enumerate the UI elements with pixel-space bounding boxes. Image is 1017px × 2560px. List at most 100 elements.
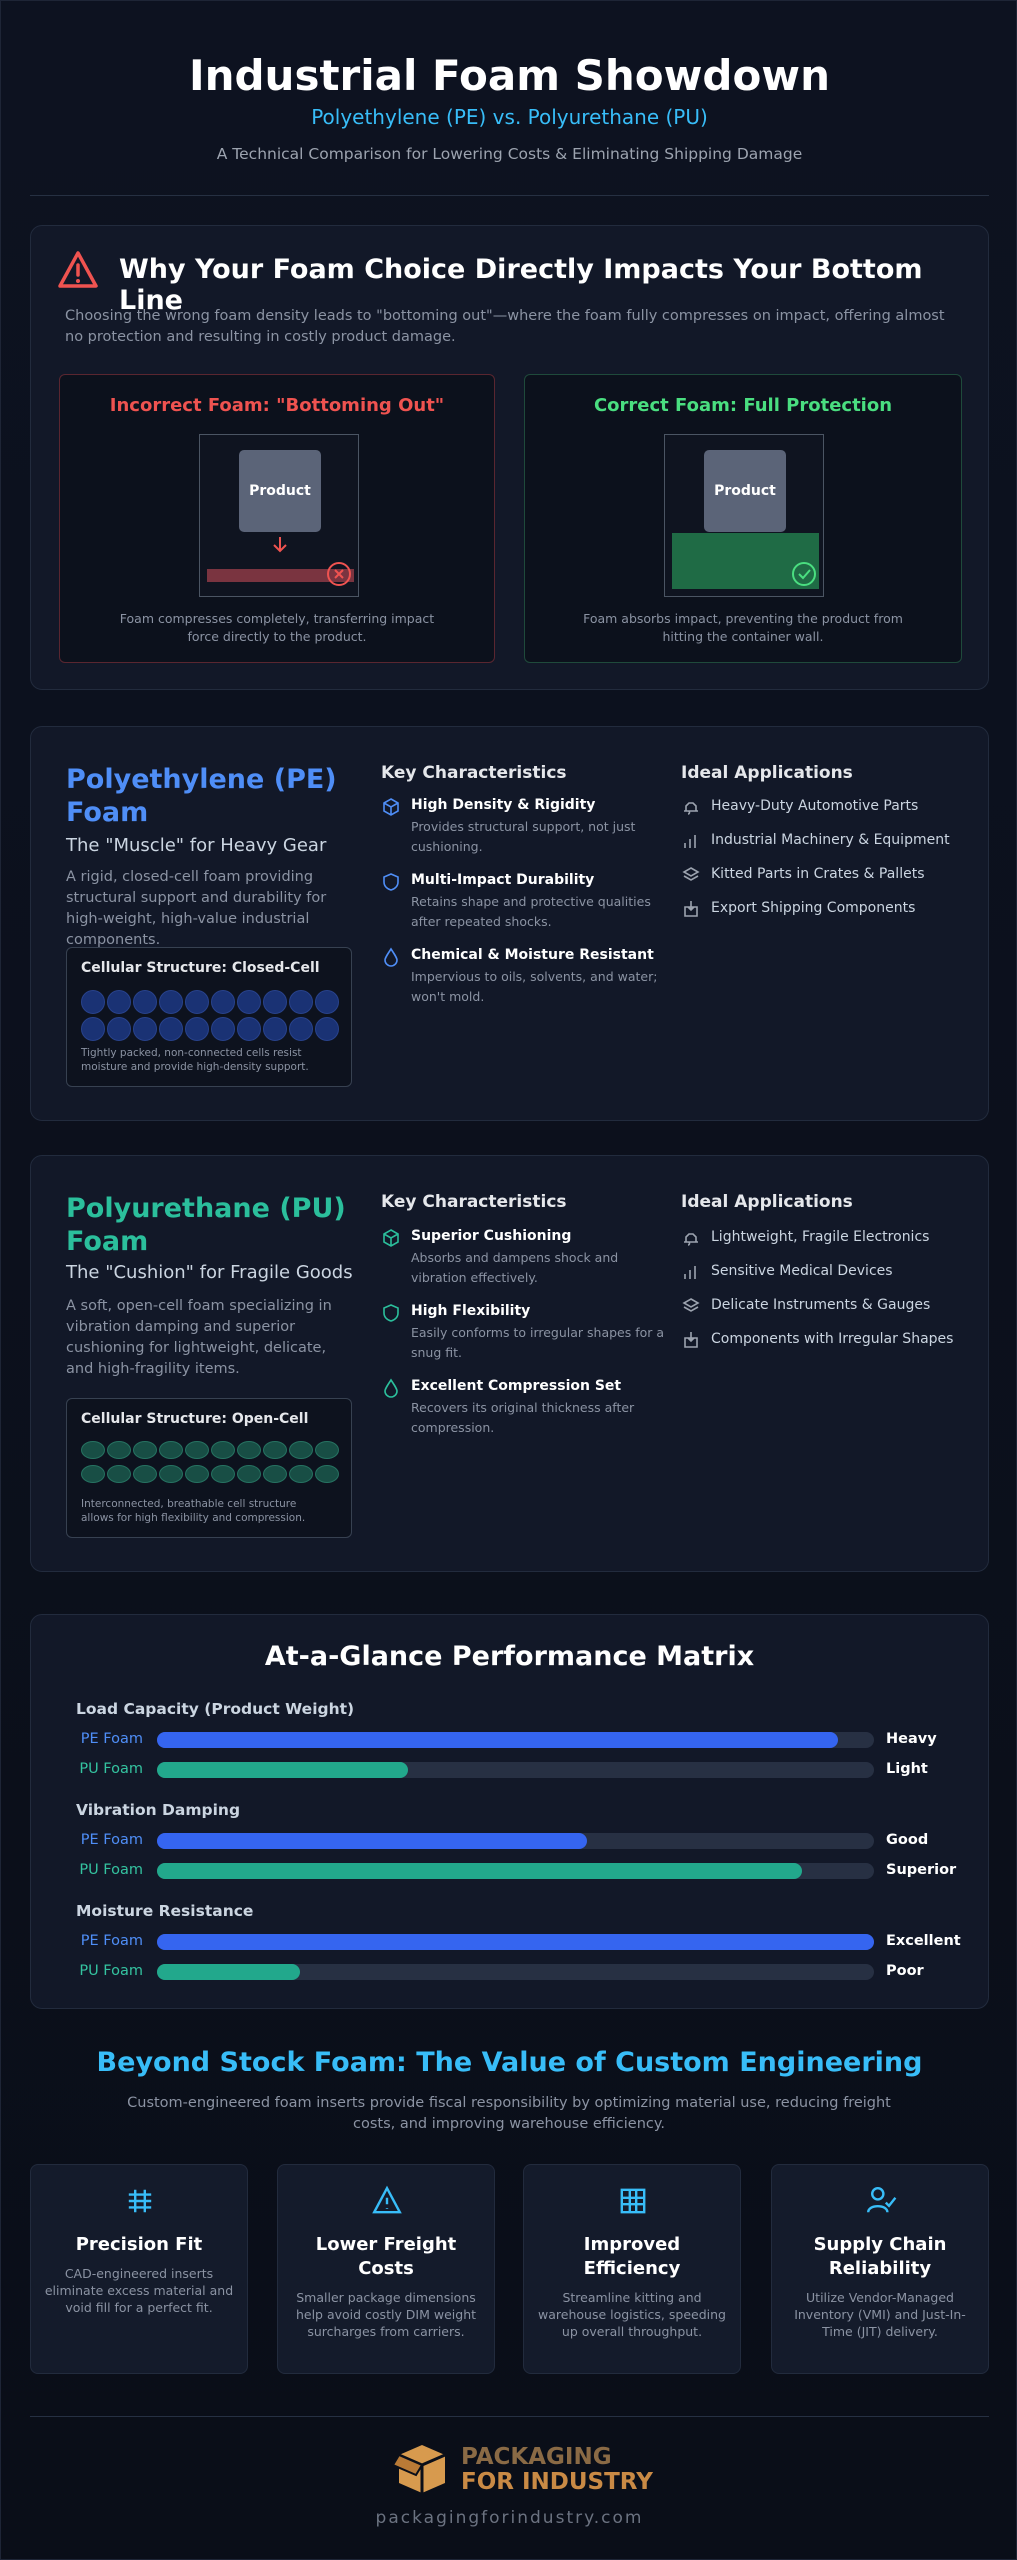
benefit-card: Precision Fit CAD-engineered inserts elim… — [30, 2164, 248, 2374]
panel-title: Incorrect Foam: "Bottoming Out" — [109, 395, 445, 416]
icon-path — [682, 867, 700, 881]
benefit-title: Precision Fit — [75, 2234, 203, 2255]
pass-icon — [792, 562, 816, 586]
cell — [237, 990, 261, 1014]
characteristic-title: Excellent Compression Set — [411, 1378, 622, 1394]
foam-text: A rigid, closed-cell foam providing stru… — [66, 869, 327, 948]
icon — [383, 798, 399, 816]
section-heading: Key Characteristics — [381, 1192, 567, 1212]
arrow-icon — [273, 537, 287, 553]
cell — [237, 1441, 261, 1459]
icon — [383, 1229, 399, 1247]
cell — [107, 1017, 131, 1041]
metric-label: Load Capacity (Product Weight) — [76, 1700, 355, 1718]
cell — [289, 1465, 313, 1483]
cell — [289, 1441, 313, 1459]
cell — [315, 1441, 339, 1459]
application: Industrial Machinery & Equipment — [711, 832, 950, 848]
icon — [684, 835, 696, 848]
panel-caption: Foam absorbs impact, preventing the prod… — [583, 611, 903, 644]
icon-path — [383, 798, 399, 816]
cell — [107, 990, 131, 1014]
benefit-icon — [867, 2186, 897, 2213]
icon — [682, 867, 700, 881]
value-label: Good — [886, 1832, 929, 1848]
icon-path — [128, 2189, 152, 2213]
bar — [157, 1833, 588, 1849]
icon-path — [684, 1266, 696, 1279]
icon — [684, 1332, 698, 1348]
characteristic-text: Impervious to oils, solvents, and water;… — [411, 969, 658, 1004]
benefit-card: Supply Chain Reliability Utilize Vendor-M… — [771, 2164, 989, 2374]
panel-caption: Foam compresses completely, transferring… — [119, 611, 435, 644]
characteristic: Multi-Impact Durability Retains shape and… — [411, 872, 671, 932]
divider — [30, 195, 989, 196]
benefit-text: Smaller package dimensions help avoid co… — [295, 2290, 477, 2339]
cell — [211, 1465, 235, 1483]
bar — [157, 1964, 301, 1980]
benefit-text: Utilize Vendor-Managed Inventory (VMI) a… — [794, 2290, 966, 2339]
benefit-card: Improved Efficiency Streamline kitting an… — [523, 2164, 741, 2374]
cell — [315, 1017, 339, 1041]
subtitle: Polyethylene (PE) vs. Polyurethane (PU) — [311, 105, 708, 129]
cell — [81, 990, 105, 1014]
cell — [133, 1017, 157, 1041]
characteristic-title: Superior Cushioning — [411, 1228, 572, 1244]
structure-box: Cellular Structure: Open-Cell Interconnec… — [66, 1398, 352, 1538]
cell — [81, 1017, 105, 1041]
cell — [133, 990, 157, 1014]
icon-path — [620, 2188, 646, 2214]
characteristic: Superior Cushioning Absorbs and dampens s… — [411, 1228, 671, 1288]
structure-box: Cellular Structure: Closed-Cell Tightly p… — [66, 947, 352, 1087]
diagram-box: Product — [199, 434, 359, 597]
application: Components with Irregular Shapes — [711, 1331, 954, 1347]
cell — [107, 1441, 131, 1459]
cell — [263, 1465, 287, 1483]
bar-track — [157, 1964, 874, 1980]
application: Export Shipping Components — [711, 900, 916, 916]
fail-icon — [327, 562, 351, 586]
benefit-text: CAD-engineered inserts eliminate excess … — [44, 2266, 234, 2315]
correct-panel: Correct Foam: Full Protection Product Fo… — [524, 374, 962, 663]
cell — [185, 1441, 209, 1459]
cell — [185, 990, 209, 1014]
benefit-body: Supply Chain Reliability Utilize Vendor-M… — [782, 2233, 978, 2340]
foam-text: A soft, open-cell foam specializing in v… — [66, 1298, 332, 1377]
value-label: Heavy — [886, 1731, 937, 1747]
icon-path — [867, 2186, 897, 2213]
cell — [159, 1441, 183, 1459]
characteristic-text: Recovers its original thickness after co… — [411, 1400, 635, 1435]
structure-caption: Tightly packed, non-connected cells resi… — [81, 1047, 309, 1073]
value-label: Light — [886, 1761, 928, 1777]
beyond-title: Beyond Stock Foam: The Value of Custom E… — [96, 2047, 923, 2078]
pe-card: Polyethylene (PE) Foam The "Muscle" for H… — [30, 726, 989, 1121]
incorrect-panel: Incorrect Foam: "Bottoming Out" Product … — [59, 374, 495, 663]
series-name: PU Foam — [79, 1862, 143, 1878]
foam-title: Polyurethane (PU) Foam — [66, 1193, 346, 1257]
benefit-icon — [372, 2185, 402, 2214]
bar — [157, 1934, 874, 1950]
icon — [383, 873, 399, 891]
benefit-icon — [620, 2188, 646, 2214]
application: Lightweight, Fragile Electronics — [711, 1229, 930, 1245]
logo-icon — [393, 2445, 446, 2493]
cell — [289, 990, 313, 1014]
cell — [81, 1465, 105, 1483]
matrix-card: At-a-Glance Performance Matrix Load Capa… — [30, 1614, 989, 2009]
page-title: Industrial Foam Showdown — [188, 51, 831, 100]
characteristic: High Flexibility Easily conforms to irreg… — [411, 1303, 671, 1363]
benefit-text: Streamline kitting and warehouse logisti… — [538, 2290, 726, 2339]
icon-path — [684, 802, 698, 815]
cell — [159, 1465, 183, 1483]
beyond-text: Custom-engineered foam inserts provide f… — [127, 2095, 891, 2132]
icon — [684, 901, 698, 917]
bar — [157, 1732, 839, 1748]
benefit-icon — [128, 2189, 152, 2213]
icon-path — [384, 1378, 398, 1398]
divider — [30, 2416, 989, 2417]
characteristic-text: Retains shape and protective qualities a… — [411, 894, 651, 929]
series-name: PE Foam — [80, 1731, 143, 1747]
icon — [384, 947, 398, 967]
icon-path — [684, 1332, 698, 1348]
